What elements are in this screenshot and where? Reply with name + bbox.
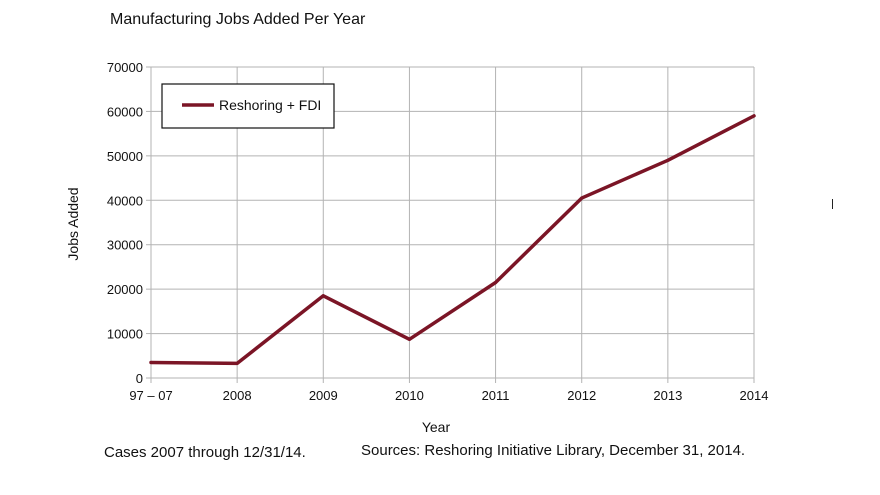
- x-tick-label: 2008: [223, 388, 252, 403]
- y-tick-label: 20000: [107, 282, 143, 297]
- x-tick-label: 2014: [740, 388, 769, 403]
- data-point: [580, 196, 584, 200]
- axes: [146, 66, 755, 383]
- y-tick-label: 50000: [107, 149, 143, 164]
- x-tick-label: 2012: [567, 388, 596, 403]
- x-tick-label: 2010: [395, 388, 424, 403]
- grid-lines: [151, 66, 755, 378]
- legend: Reshoring + FDI: [161, 83, 335, 129]
- footnote-cases: Cases 2007 through 12/31/14.: [104, 444, 306, 461]
- x-tick-labels: 97 – 07 2008 2009 2010 2011 2012 2013 2014: [129, 388, 768, 403]
- stray-mark: [832, 199, 833, 209]
- series-line: [149, 114, 756, 366]
- y-tick-label: 60000: [107, 104, 143, 119]
- y-axis-label: Jobs Added: [65, 187, 81, 260]
- data-point: [321, 294, 325, 298]
- legend-box: [161, 83, 335, 129]
- y-tick-label: 40000: [107, 193, 143, 208]
- data-point: [666, 158, 670, 162]
- legend-label: Reshoring + FDI: [219, 97, 321, 113]
- x-tick-label: 97 – 07: [129, 388, 172, 403]
- data-point: [235, 361, 239, 365]
- data-point: [149, 360, 153, 364]
- data-point: [494, 280, 498, 284]
- series-lines: [149, 114, 756, 366]
- data-point: [407, 337, 411, 341]
- y-tick-label: 30000: [107, 238, 143, 253]
- y-tick-labels: 0 10000 20000 30000 40000 50000 60000 70000: [107, 60, 143, 386]
- y-tick-label: 0: [136, 371, 143, 386]
- x-tick-label: 2009: [309, 388, 338, 403]
- footnote-sources: Sources: Reshoring Initiative Library, D…: [361, 442, 746, 459]
- y-tick-label: 10000: [107, 327, 143, 342]
- data-point: [752, 114, 756, 118]
- x-axis-label: Year: [422, 419, 451, 435]
- chart-title: Manufacturing Jobs Added Per Year: [110, 11, 366, 28]
- x-tick-label: 2011: [482, 388, 510, 403]
- y-tick-label: 70000: [107, 60, 143, 75]
- x-tick-label: 2013: [653, 388, 682, 403]
